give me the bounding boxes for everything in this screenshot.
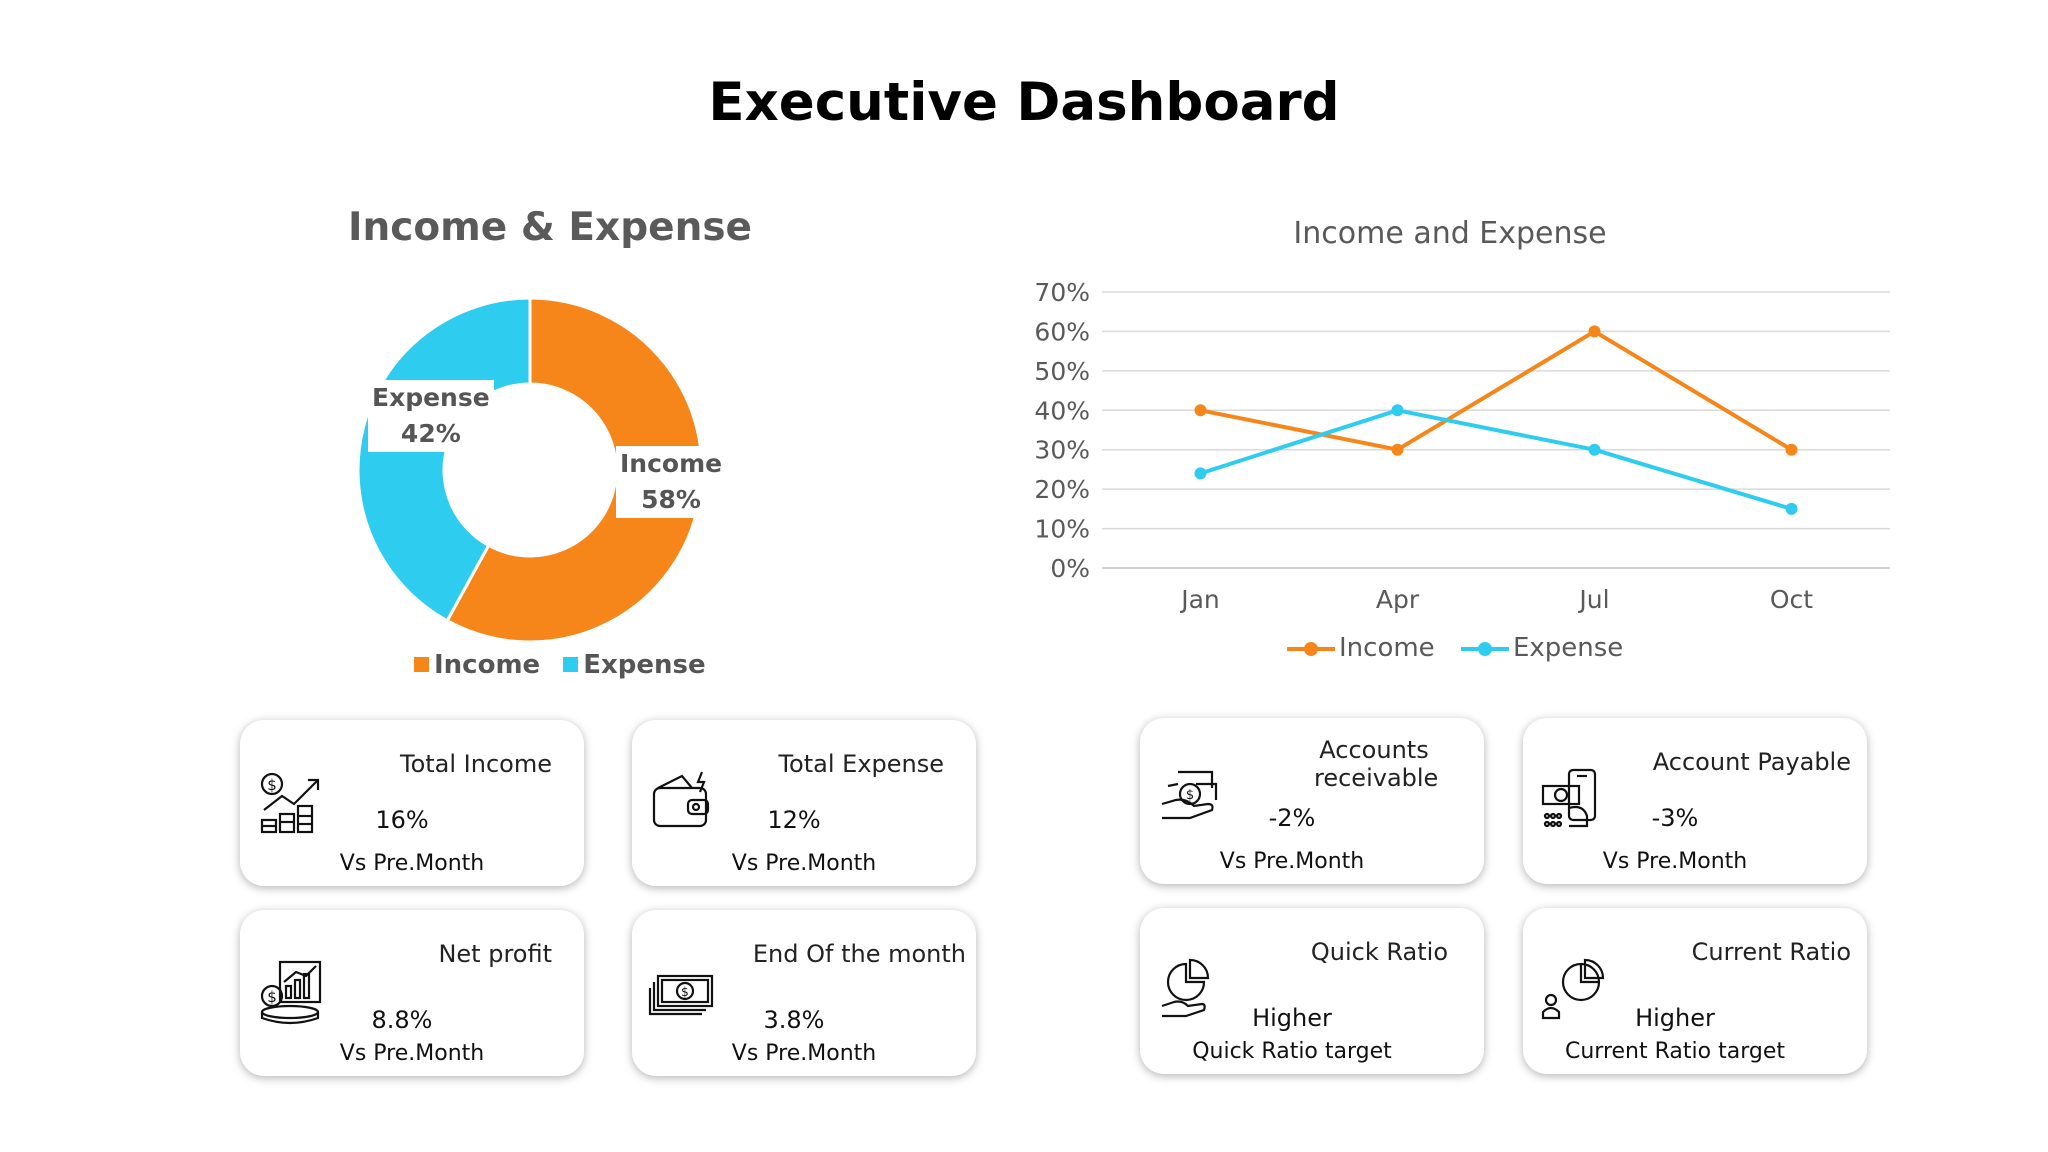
donut-label-income-value: 58% <box>620 482 722 518</box>
donut-legend: Income Expense <box>414 650 720 680</box>
point-income-oct <box>1786 444 1798 456</box>
y-tick-label-6: 60% <box>1034 317 1090 346</box>
kpi-sub-current-ratio: Current Ratio target <box>1503 1039 1847 1064</box>
kpi-card-account-payable: Account Payable -3% Vs Pre.Month <box>1523 718 1867 884</box>
line-chart: 0% 10% 20% 30% 40% 50% 60% 70% Jan Apr Jul Oct <box>1010 268 1910 618</box>
kpi-value-accounts-receivable: -2% <box>1120 804 1464 832</box>
kpi-title-total-expense: Total Expense <box>778 750 944 778</box>
kpi-title-account-payable: Account Payable <box>1653 748 1851 776</box>
kpi-title-quick-ratio: Quick Ratio <box>1311 938 1448 966</box>
donut-legend-item-income: Income <box>414 650 540 680</box>
x-tick-label-apr: Apr <box>1376 585 1420 614</box>
line-legend-label-expense: Expense <box>1513 633 1623 663</box>
donut-label-expense-value: 42% <box>372 416 490 452</box>
kpi-sub-quick-ratio: Quick Ratio target <box>1120 1039 1464 1064</box>
svg-text:$: $ <box>267 988 277 1006</box>
legend-label-expense: Expense <box>583 650 705 680</box>
x-tick-label-jan: Jan <box>1179 585 1220 614</box>
legend-marker-expense <box>1459 639 1511 659</box>
kpi-value-quick-ratio: Higher <box>1120 1004 1464 1032</box>
kpi-value-total-income: 16% <box>230 806 574 834</box>
kpi-card-total-income: $ Total Income 16% Vs Pre.Month <box>240 720 584 886</box>
kpi-sub-account-payable: Vs Pre.Month <box>1503 849 1847 874</box>
kpi-title-accounts-receivable: Accounts receivable <box>1314 736 1434 792</box>
kpi-sub-net-profit: Vs Pre.Month <box>240 1041 584 1066</box>
kpi-sub-end-of-month: Vs Pre.Month <box>632 1041 976 1066</box>
line-legend-item-income: Income <box>1285 633 1435 663</box>
kpi-value-total-expense: 12% <box>622 806 966 834</box>
kpi-title-end-of-month: End Of the month <box>753 940 966 968</box>
donut-label-income: Income 58% <box>616 446 726 518</box>
kpi-sub-total-income: Vs Pre.Month <box>240 851 584 876</box>
donut-label-expense: Expense 42% <box>368 380 494 452</box>
line-chart-legend: Income Expense <box>1285 633 1639 663</box>
y-tick-label-0: 0% <box>1050 554 1090 583</box>
page-title: Executive Dashboard <box>0 72 2048 133</box>
point-expense-jul <box>1589 444 1601 456</box>
y-tick-label-3: 30% <box>1034 436 1090 465</box>
kpi-value-account-payable: -3% <box>1503 804 1847 832</box>
kpi-value-current-ratio: Higher <box>1503 1004 1847 1032</box>
kpi-sub-total-expense: Vs Pre.Month <box>632 851 976 876</box>
kpi-card-total-expense: Total Expense 12% Vs Pre.Month <box>632 720 976 886</box>
x-tick-label-jul: Jul <box>1577 585 1609 614</box>
legend-swatch-expense <box>563 657 578 672</box>
point-expense-apr <box>1392 404 1404 416</box>
line-legend-item-expense: Expense <box>1459 633 1623 663</box>
x-tick-label-oct: Oct <box>1770 585 1813 614</box>
kpi-value-end-of-month: 3.8% <box>622 1006 966 1034</box>
kpi-card-current-ratio: Current Ratio Higher Current Ratio targe… <box>1523 908 1867 1074</box>
kpi-title-net-profit: Net profit <box>438 940 552 968</box>
line-chart-title: Income and Expense <box>1050 216 1850 251</box>
kpi-card-net-profit: $ Net profit 8.8% Vs Pre.Month <box>240 910 584 1076</box>
y-tick-label-5: 50% <box>1034 357 1090 386</box>
legend-label-income: Income <box>434 650 540 680</box>
kpi-card-end-of-month: $ End Of the month 3.8% Vs Pre.Month <box>632 910 976 1076</box>
svg-text:$: $ <box>681 985 689 999</box>
kpi-card-accounts-receivable: $ Accounts receivable -2% Vs Pre.Month <box>1140 718 1484 884</box>
y-tick-label-2: 20% <box>1034 475 1090 504</box>
point-income-jan <box>1195 404 1207 416</box>
legend-swatch-income <box>414 657 429 672</box>
donut-label-expense-name: Expense <box>372 380 490 416</box>
kpi-value-net-profit: 8.8% <box>230 1006 574 1034</box>
point-income-jul <box>1589 325 1601 337</box>
point-income-apr <box>1392 444 1404 456</box>
point-expense-jan <box>1195 467 1207 479</box>
donut-chart-title: Income & Expense <box>300 205 800 250</box>
y-tick-label-7: 70% <box>1034 278 1090 307</box>
kpi-title-current-ratio: Current Ratio <box>1692 938 1851 966</box>
y-tick-label-1: 10% <box>1034 515 1090 544</box>
donut-label-income-name: Income <box>620 446 722 482</box>
kpi-card-quick-ratio: Quick Ratio Higher Quick Ratio target <box>1140 908 1484 1074</box>
svg-text:$: $ <box>267 776 277 794</box>
line-legend-label-income: Income <box>1339 633 1435 663</box>
legend-marker-income <box>1285 639 1337 659</box>
y-tick-label-4: 40% <box>1034 396 1090 425</box>
kpi-sub-accounts-receivable: Vs Pre.Month <box>1120 849 1464 874</box>
series-line-expense <box>1201 410 1792 509</box>
point-expense-oct <box>1786 503 1798 515</box>
donut-legend-item-expense: Expense <box>563 650 705 680</box>
kpi-title-total-income: Total Income <box>400 750 552 778</box>
